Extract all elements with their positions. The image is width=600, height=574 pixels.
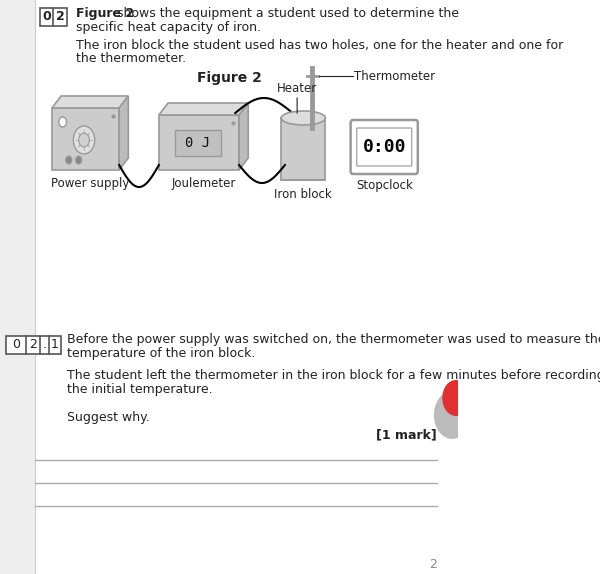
Bar [159,115,239,170]
Text: the initial temperature.: the initial temperature. [67,382,213,395]
Text: the thermometer.: the thermometer. [76,52,187,65]
Polygon shape [52,96,128,108]
Text: The iron block the student used has two holes, one for the heater and one for: The iron block the student used has two … [76,40,563,52]
Text: Figure 2: Figure 2 [76,7,134,21]
Text: 0: 0 [42,10,51,24]
Text: Power supply: Power supply [51,177,130,191]
Polygon shape [159,103,248,115]
Text: 0 J: 0 J [185,136,211,150]
Polygon shape [119,96,128,170]
Polygon shape [239,103,248,170]
Text: shows the equipment a student used to determine the: shows the equipment a student used to de… [113,7,459,21]
FancyBboxPatch shape [350,120,418,174]
Text: Heater: Heater [277,82,317,95]
Text: The student left the thermometer in the iron block for a few minutes before reco: The student left the thermometer in the … [67,369,600,382]
Bar [0,0,35,574]
Text: Stopclock: Stopclock [356,179,413,192]
FancyBboxPatch shape [175,130,221,156]
Text: Joulemeter: Joulemeter [172,177,236,191]
Text: 2: 2 [56,10,65,24]
Text: specific heat capacity of iron.: specific heat capacity of iron. [76,21,262,33]
Text: Iron block: Iron block [274,188,332,200]
Circle shape [73,126,95,154]
Ellipse shape [281,111,325,125]
Circle shape [442,380,470,416]
Circle shape [59,117,67,127]
Circle shape [65,156,72,164]
Bar [281,118,325,180]
FancyBboxPatch shape [357,128,412,166]
Text: Thermometer: Thermometer [355,69,436,83]
Bar [52,108,119,170]
Text: .: . [43,339,46,351]
Text: temperature of the iron block.: temperature of the iron block. [67,347,256,359]
Text: 1: 1 [51,339,59,351]
Circle shape [79,133,89,147]
Text: [1 mark]: [1 mark] [376,429,437,441]
Text: Figure 2: Figure 2 [197,71,262,85]
FancyBboxPatch shape [40,8,67,26]
FancyBboxPatch shape [6,336,61,354]
Circle shape [76,156,82,164]
Text: Before the power supply was switched on, the thermometer was used to measure the: Before the power supply was switched on,… [67,332,600,346]
Text: 2: 2 [29,339,37,351]
Text: Suggest why.: Suggest why. [67,410,150,424]
Text: 2: 2 [429,559,437,572]
Text: 0:00: 0:00 [362,138,406,156]
Circle shape [434,391,470,439]
Text: 0: 0 [12,339,20,351]
